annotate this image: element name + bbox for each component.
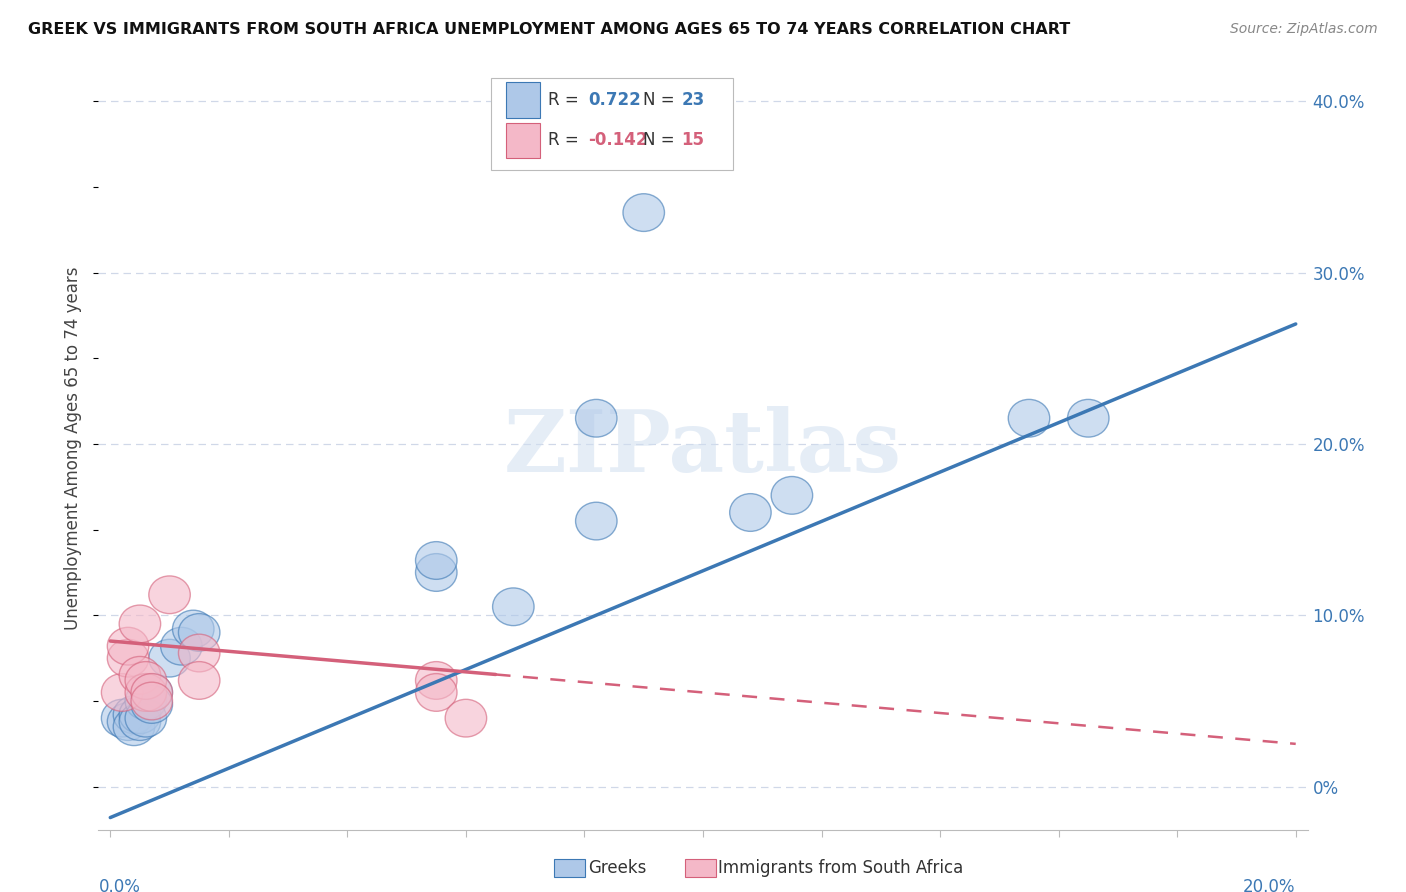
Ellipse shape [107, 703, 149, 740]
Text: 23: 23 [682, 91, 704, 109]
Ellipse shape [173, 610, 214, 648]
Text: 15: 15 [682, 131, 704, 150]
Ellipse shape [125, 699, 166, 737]
Ellipse shape [179, 634, 219, 672]
Ellipse shape [446, 699, 486, 737]
Text: R =: R = [548, 131, 585, 150]
Ellipse shape [416, 541, 457, 579]
Ellipse shape [575, 400, 617, 437]
Ellipse shape [179, 614, 219, 651]
Ellipse shape [770, 476, 813, 514]
Ellipse shape [107, 627, 149, 665]
Ellipse shape [179, 662, 219, 699]
Text: GREEK VS IMMIGRANTS FROM SOUTH AFRICA UNEMPLOYMENT AMONG AGES 65 TO 74 YEARS COR: GREEK VS IMMIGRANTS FROM SOUTH AFRICA UN… [28, 22, 1070, 37]
Ellipse shape [114, 696, 155, 733]
Ellipse shape [1067, 400, 1109, 437]
FancyBboxPatch shape [492, 78, 734, 169]
Ellipse shape [120, 696, 160, 733]
Text: 20.0%: 20.0% [1243, 878, 1296, 892]
Y-axis label: Unemployment Among Ages 65 to 74 years: Unemployment Among Ages 65 to 74 years [65, 267, 83, 630]
Ellipse shape [416, 554, 457, 591]
Ellipse shape [131, 673, 173, 711]
Text: ZIPatlas: ZIPatlas [503, 406, 903, 491]
Ellipse shape [149, 640, 190, 677]
FancyBboxPatch shape [506, 122, 540, 159]
Ellipse shape [730, 493, 770, 532]
Ellipse shape [492, 588, 534, 625]
Ellipse shape [125, 662, 166, 699]
Ellipse shape [416, 673, 457, 711]
Ellipse shape [416, 662, 457, 699]
Text: Source: ZipAtlas.com: Source: ZipAtlas.com [1230, 22, 1378, 37]
Text: Immigrants from South Africa: Immigrants from South Africa [718, 859, 963, 877]
Ellipse shape [101, 699, 143, 737]
Text: N =: N = [643, 91, 679, 109]
Ellipse shape [114, 708, 155, 746]
Text: Greeks: Greeks [588, 859, 647, 877]
Ellipse shape [575, 502, 617, 540]
Ellipse shape [160, 627, 202, 665]
Ellipse shape [120, 605, 160, 643]
Ellipse shape [1008, 400, 1050, 437]
Text: N =: N = [643, 131, 679, 150]
Ellipse shape [623, 194, 665, 231]
Text: 0.722: 0.722 [588, 91, 641, 109]
Ellipse shape [101, 673, 143, 711]
Ellipse shape [131, 686, 173, 723]
Ellipse shape [149, 576, 190, 614]
Ellipse shape [131, 682, 173, 720]
Ellipse shape [131, 673, 173, 711]
FancyBboxPatch shape [506, 82, 540, 118]
Text: 0.0%: 0.0% [98, 878, 141, 892]
Text: -0.142: -0.142 [588, 131, 648, 150]
Ellipse shape [125, 682, 166, 720]
Ellipse shape [107, 640, 149, 677]
Ellipse shape [125, 673, 166, 711]
Text: R =: R = [548, 91, 585, 109]
Ellipse shape [120, 703, 160, 740]
Ellipse shape [120, 657, 160, 694]
